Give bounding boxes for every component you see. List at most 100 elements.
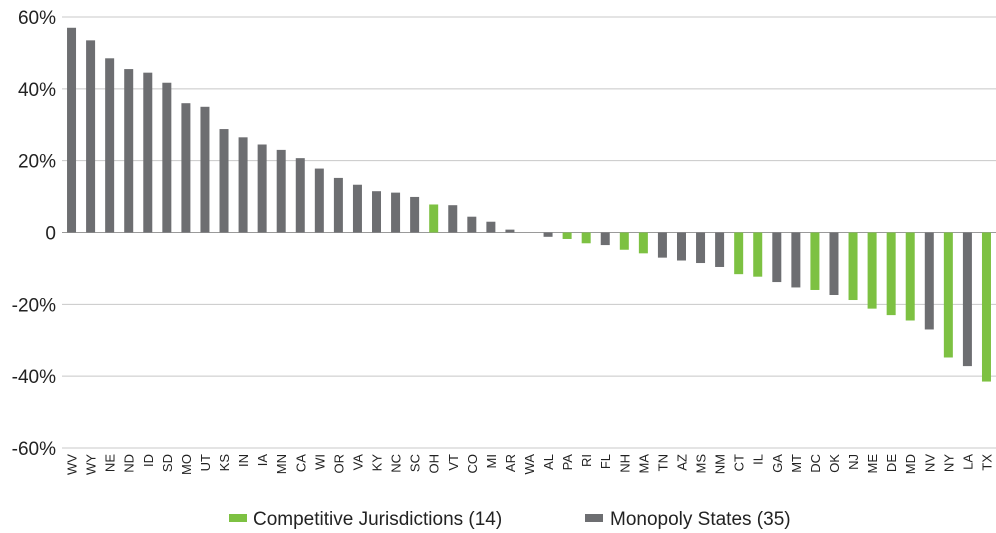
bar-tn — [657, 232, 667, 258]
bars — [67, 27, 991, 382]
x-tick-label: PA — [560, 454, 575, 471]
x-tick-label: AZ — [674, 454, 689, 471]
x-tick-label: DE — [884, 454, 899, 472]
bar-sc — [410, 196, 420, 233]
gridlines — [62, 16, 996, 449]
y-tick-label: 20% — [18, 152, 56, 173]
bar-ri — [581, 232, 591, 244]
x-tick-label: GA — [770, 454, 785, 473]
x-tick-label: RI — [579, 454, 594, 467]
x-tick-label: CA — [293, 454, 308, 472]
x-tick-label: VA — [350, 454, 365, 471]
x-tick-label: NY — [941, 454, 956, 472]
x-tick-label: NE — [103, 454, 118, 472]
bar-ar — [505, 229, 515, 233]
bar-nc — [391, 192, 401, 233]
x-tick-label: DC — [808, 454, 823, 473]
bar-wv — [67, 27, 77, 233]
x-tick-label: NV — [922, 454, 937, 472]
y-tick-label: -40% — [12, 367, 56, 388]
x-tick-label: AL — [541, 454, 556, 470]
x-tick-label: VT — [446, 454, 461, 471]
x-tick-label: IA — [255, 454, 270, 467]
x-tick-label: NM — [713, 454, 728, 474]
bar-il — [753, 232, 763, 277]
y-tick-label: -20% — [12, 295, 56, 316]
x-tick-label: TX — [979, 454, 994, 471]
bar-ok — [829, 232, 839, 295]
bar-ne — [105, 58, 115, 233]
bar-ks — [219, 129, 229, 233]
x-tick-label: CO — [465, 454, 480, 474]
y-tick-label: 0 — [45, 224, 56, 245]
x-tick-label: MD — [903, 454, 918, 474]
x-tick-label: NJ — [846, 454, 861, 470]
legend-swatch-competitive — [229, 514, 247, 522]
x-tick-label: SC — [408, 454, 423, 472]
legend: Competitive Jurisdictions (14) Monopoly … — [229, 509, 791, 530]
bar-va — [352, 184, 362, 233]
bar-ny — [943, 232, 953, 358]
bar-nj — [848, 232, 858, 301]
bar-ma — [638, 232, 648, 254]
x-tick-label: ND — [122, 454, 137, 473]
x-tick-label: IL — [751, 454, 766, 465]
x-tick-label: TN — [655, 454, 670, 471]
x-tick-label: OH — [427, 454, 442, 474]
x-tick-label: AR — [503, 454, 518, 472]
bar-ky — [372, 191, 382, 233]
bar-fl — [600, 232, 610, 246]
x-tick-label: ME — [865, 454, 880, 474]
x-tick-label: WY — [84, 454, 99, 475]
x-tick-label: SD — [160, 454, 175, 472]
x-tick-label: MT — [789, 454, 804, 473]
bar-mn — [276, 149, 286, 233]
y-axis-ticks: 60% 40% 20% 0 -20% -40% -60% — [12, 8, 56, 460]
bar-nh — [619, 232, 629, 250]
bar-mt — [791, 232, 801, 288]
bar-me — [867, 232, 877, 309]
x-tick-label: MN — [274, 454, 289, 474]
legend-label-monopoly: Monopoly States (35) — [610, 509, 791, 530]
bar-az — [676, 232, 686, 261]
bar-wi — [314, 168, 324, 233]
bar-la — [962, 232, 972, 367]
y-tick-label: 60% — [18, 8, 56, 29]
x-tick-label: MA — [636, 454, 651, 474]
bar-oh — [429, 204, 439, 233]
bar-sd — [162, 82, 172, 233]
bar-md — [905, 232, 915, 321]
x-tick-label: CT — [732, 454, 747, 471]
bar-in — [238, 137, 248, 233]
x-tick-label: KS — [217, 454, 232, 472]
y-tick-label: -60% — [12, 439, 56, 460]
x-tick-label: OK — [827, 454, 842, 473]
x-tick-label: ID — [141, 454, 156, 467]
bar-mi — [486, 221, 496, 233]
legend-label-competitive: Competitive Jurisdictions (14) — [253, 509, 502, 530]
bar-ia — [257, 144, 267, 233]
bar-ga — [772, 232, 782, 283]
bar-or — [333, 177, 343, 233]
x-tick-label: MS — [694, 454, 709, 474]
bar-de — [886, 232, 896, 316]
bar-ct — [734, 232, 744, 275]
legend-swatch-monopoly — [585, 514, 603, 522]
bar-nd — [124, 69, 134, 233]
bar-id — [143, 72, 153, 233]
x-axis-ticks: WV WY NE ND ID SD MO UT KS IN IA MN CA WI OR VA KY NC SC OH… — [65, 454, 995, 475]
x-tick-label: NC — [389, 454, 404, 473]
x-tick-label: WI — [312, 454, 327, 470]
x-tick-label: MI — [484, 454, 499, 468]
x-tick-label: WA — [522, 454, 537, 475]
x-tick-label: FL — [598, 454, 613, 469]
bar-nm — [715, 232, 725, 267]
x-tick-label: UT — [198, 454, 213, 471]
x-tick-label: NH — [617, 454, 632, 473]
bar-ms — [696, 232, 706, 264]
y-tick-label: 40% — [18, 80, 56, 101]
bar-nv — [924, 232, 934, 330]
bar-mo — [181, 103, 191, 233]
bar-co — [467, 216, 477, 233]
x-tick-label: IN — [236, 454, 251, 467]
